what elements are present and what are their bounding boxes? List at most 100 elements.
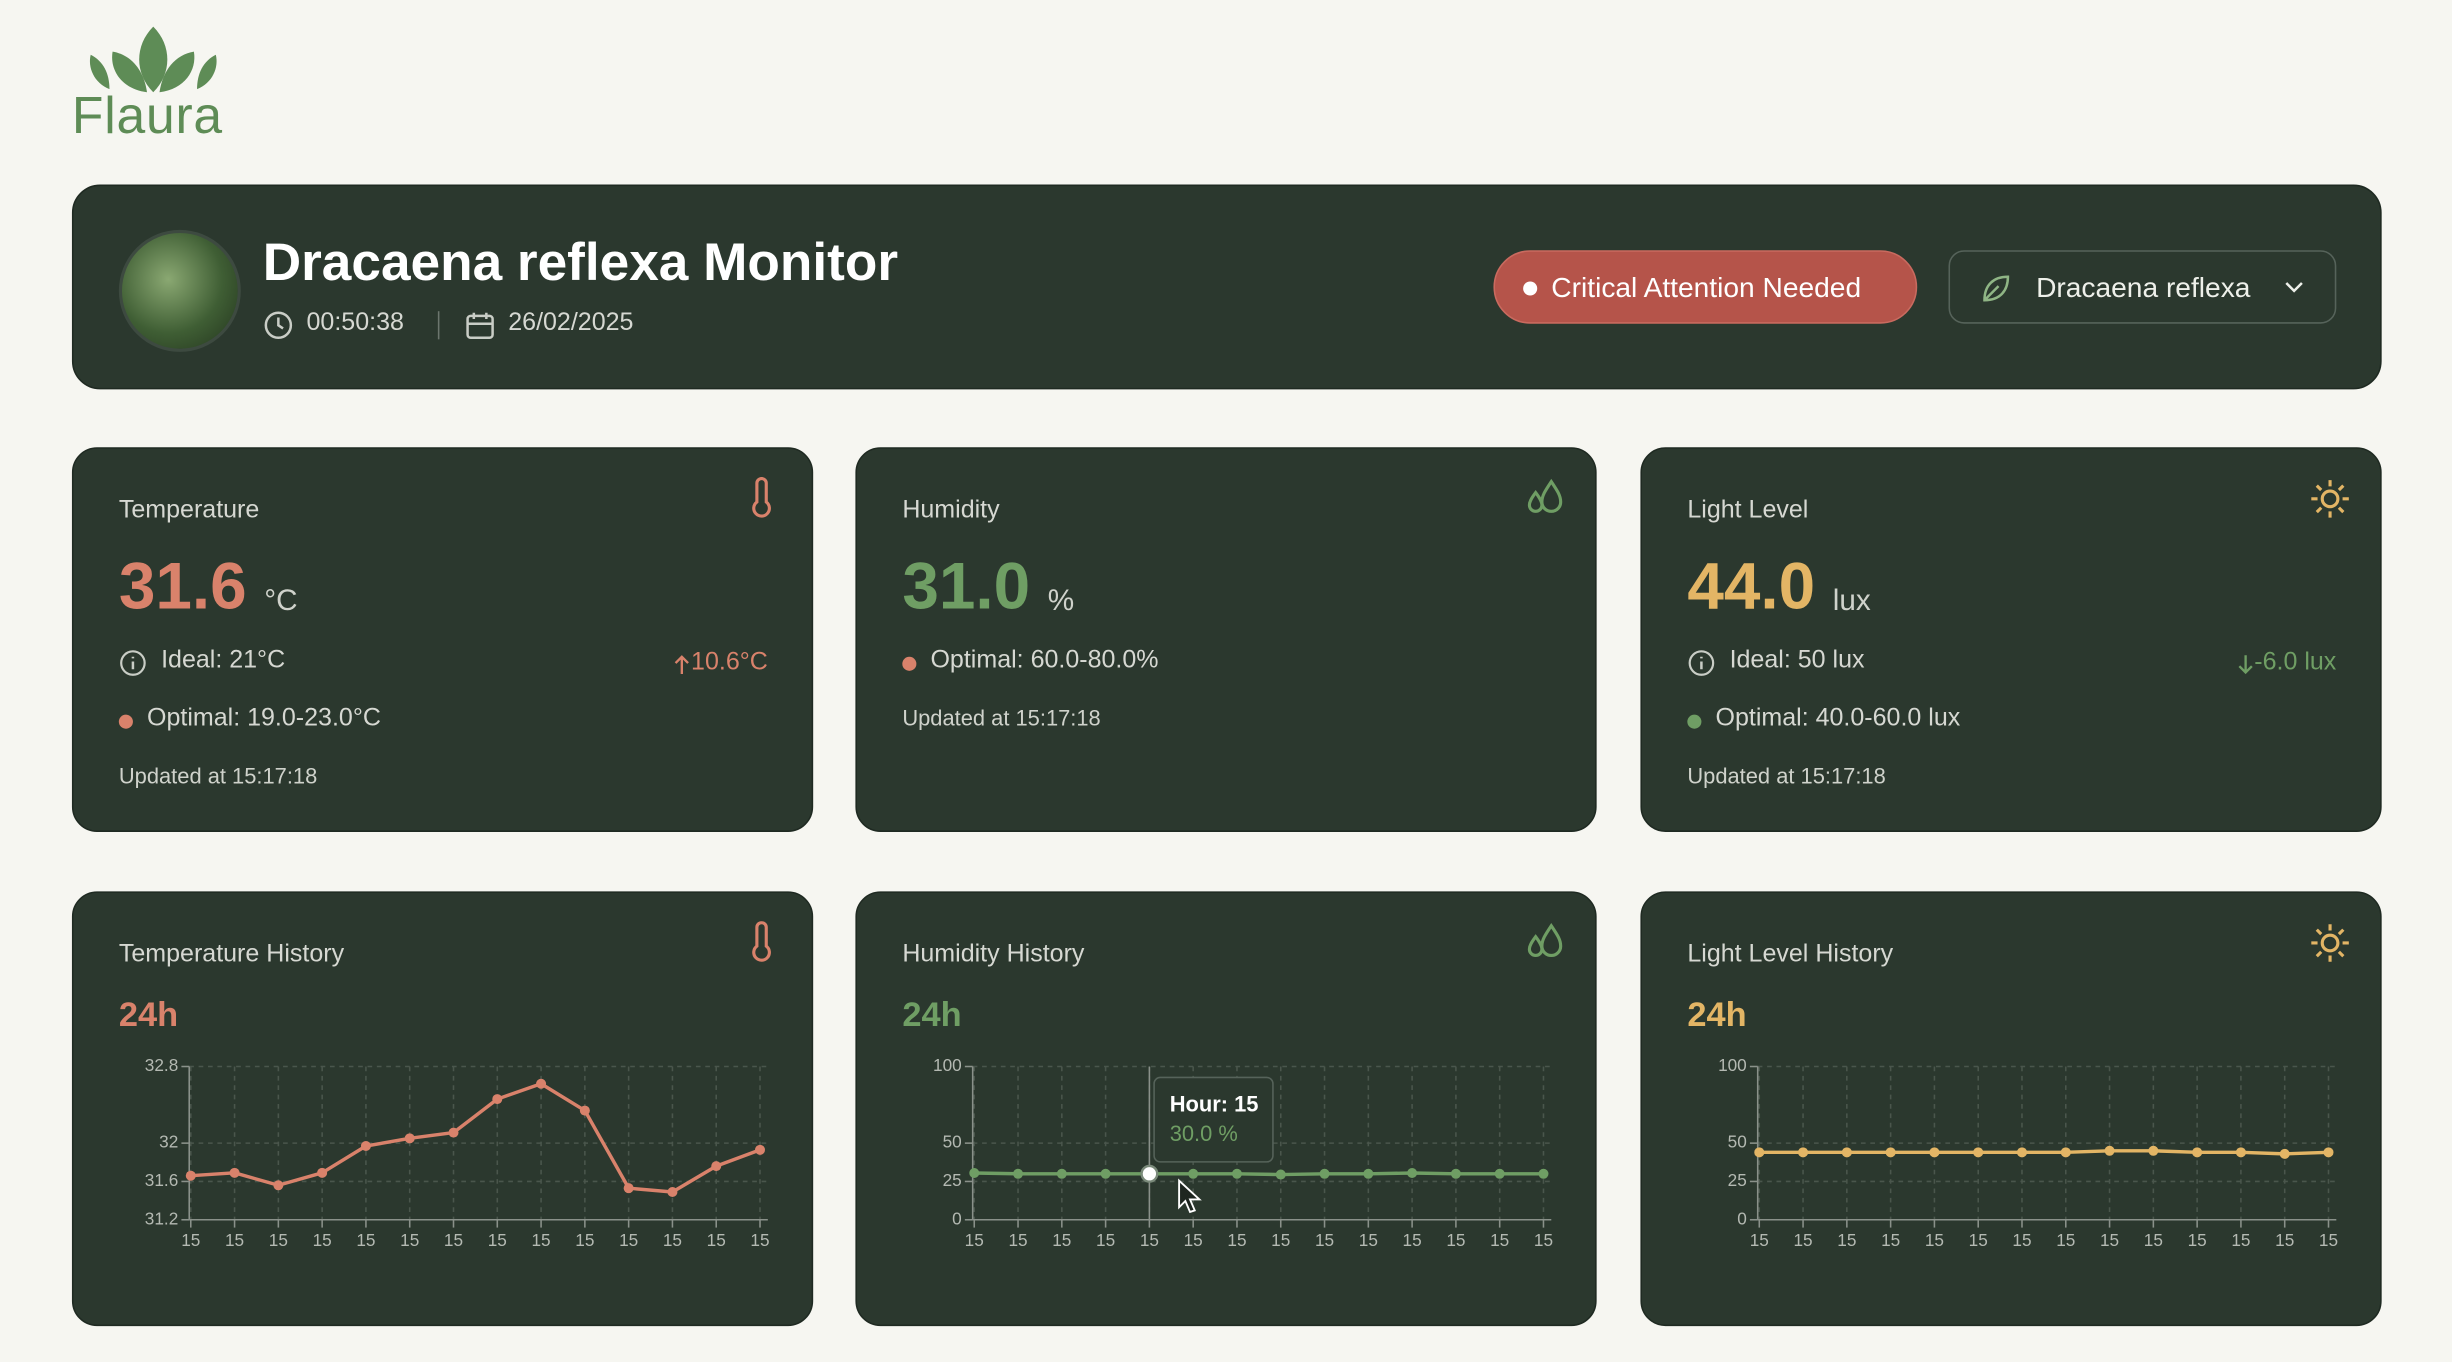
- x-tick-label: 15: [225, 1230, 244, 1250]
- icon-shape: [2315, 950, 2323, 958]
- chevron: [2285, 282, 2303, 293]
- optimal-text: Optimal: 19.0-23.0°C: [146, 705, 381, 732]
- header: Dracaena reflexa Monitor 00:50:38 26/02/…: [71, 184, 2382, 390]
- point: [1275, 1169, 1286, 1180]
- x-tick-label: 15: [1271, 1230, 1290, 1250]
- point: [2104, 1145, 2115, 1156]
- point: [360, 1141, 371, 1152]
- icon-shape: [752, 477, 771, 518]
- y-tick-label: 25: [943, 1170, 962, 1190]
- point: [2279, 1148, 2290, 1159]
- point: [1319, 1168, 1330, 1179]
- point: [1929, 1147, 1940, 1158]
- y-tick-label: 50: [1728, 1132, 1747, 1152]
- icon-shape: [2238, 655, 2253, 675]
- x-tick-label: 15: [2231, 1230, 2250, 1250]
- x-tick-label: 15: [2100, 1230, 2119, 1250]
- time: 00:50:38: [306, 309, 404, 337]
- ideal-text: Ideal: 50 lux: [1729, 647, 1865, 674]
- updated-text: Updated at 15:17:18: [902, 705, 1101, 731]
- y-tick-label: 100: [933, 1055, 962, 1075]
- x-tick-label: 15: [663, 1230, 682, 1250]
- optimal-dot: [1687, 714, 1702, 729]
- plant-select-text: Dracaena reflexa: [2036, 272, 2251, 304]
- x-tick-label: 15: [269, 1230, 288, 1250]
- tooltip-title: Hour: 15: [1170, 1091, 1259, 1116]
- chart-subtitle: 24h: [118, 994, 179, 1034]
- brand: Flaura: [71, 86, 223, 144]
- chart-card: Temperature History 24h 31.2 31.6 32 32.8 15 15…: [71, 891, 814, 1327]
- x-tick-label: 15: [1750, 1230, 1769, 1250]
- icon-shape: [2337, 506, 2345, 514]
- point: [2192, 1147, 2203, 1158]
- chart-subtitle: 24h: [902, 994, 962, 1034]
- point: [2016, 1147, 2027, 1158]
- mouse-pointer: [1178, 1178, 1202, 1214]
- chart-subtitle: 24h: [1687, 994, 1747, 1034]
- y-tick-label: 31.6: [145, 1170, 178, 1190]
- icon-shape: [2320, 489, 2340, 509]
- plant-select[interactable]: Dracaena reflexa: [1948, 250, 2337, 324]
- icon-shape: [2315, 484, 2323, 492]
- x-tick-label: 15: [1359, 1230, 1378, 1250]
- metric-label: Temperature: [118, 497, 260, 524]
- x-tick-label: 15: [488, 1230, 507, 1250]
- icon-shape: [1527, 489, 1544, 513]
- leaf-icon: [1983, 275, 2010, 302]
- point: [1494, 1168, 1505, 1179]
- chart-title: Light Level History: [1687, 941, 1894, 968]
- metric-card: Light Level 44.0 lux Ideal: 50 lux -6.0 lux O…: [1640, 447, 2382, 832]
- chart: 0 25 50 100 15 15 15 15 15 15 15 15 15 15 15 15 15 15: [1718, 1055, 2338, 1250]
- x-tick-label: 15: [2319, 1230, 2338, 1250]
- delta-text: 10.6°C: [691, 648, 768, 676]
- chart-title: Humidity History: [902, 941, 1085, 968]
- icon-shape: [2337, 950, 2345, 958]
- x-tick-label: 15: [1096, 1230, 1115, 1250]
- y-tick-label: 31.2: [145, 1208, 178, 1228]
- x-tick-label: 15: [532, 1230, 551, 1250]
- point: [623, 1183, 634, 1194]
- info-icon: [1688, 650, 1715, 676]
- point: [1363, 1168, 1374, 1179]
- updated-text: Updated at 15:17:18: [118, 763, 318, 789]
- x-tick-label: 15: [400, 1230, 419, 1250]
- point: [2235, 1147, 2246, 1158]
- icon-shape: [2337, 928, 2345, 936]
- metric-value: 31.6: [118, 548, 247, 623]
- point: [1885, 1147, 1896, 1158]
- line: [974, 1171, 1544, 1177]
- optimal-dot: [118, 714, 133, 729]
- x-tick-label: 15: [1490, 1230, 1509, 1250]
- chart-card: Light Level History 24h 0 25 50 100 15 15 15 15 15…: [1640, 891, 2382, 1327]
- point: [1841, 1147, 1852, 1158]
- point: [448, 1127, 459, 1138]
- point: [185, 1170, 196, 1181]
- x-tick-label: 15: [1227, 1230, 1246, 1250]
- x-tick-label: 15: [1881, 1230, 1900, 1250]
- x-tick-label: 15: [619, 1230, 638, 1250]
- x-tick-label: 15: [1837, 1230, 1856, 1250]
- point: [1754, 1147, 1765, 1158]
- delta-arrow: [2238, 655, 2253, 675]
- metric-card: Humidity 31.0% Optimal: 60.0-80.0% Updated …: [855, 447, 1597, 832]
- x-tick-label: 15: [1184, 1230, 1203, 1250]
- chart: 31.2 31.6 32 32.8 15 15 15 15 15 15 15 15 15 15 15 15 15…: [145, 1055, 770, 1250]
- sun-icon: [2311, 924, 2349, 962]
- metric-card: Temperature 31.6 °C Ideal: 21°C 10.6°C Optima…: [71, 447, 814, 832]
- point: [273, 1180, 284, 1191]
- icon-shape: [1540, 922, 1563, 958]
- point: [1140, 1164, 1159, 1183]
- point: [1798, 1147, 1809, 1158]
- y-tick-label: 32: [159, 1132, 178, 1152]
- status-badge: Critical Attention Needed: [1493, 250, 1918, 324]
- icon-shape: [2315, 928, 2323, 936]
- y-tick-label: 0: [952, 1208, 962, 1228]
- point: [2148, 1145, 2159, 1156]
- x-tick-label: 15: [2188, 1230, 2207, 1250]
- icon-shape: [2315, 506, 2323, 514]
- x-tick-label: 15: [2275, 1230, 2294, 1250]
- metric-unit: lux: [1832, 584, 1871, 618]
- point: [579, 1105, 590, 1116]
- x-tick-label: 15: [1403, 1230, 1422, 1250]
- thermometer-icon: [752, 477, 771, 518]
